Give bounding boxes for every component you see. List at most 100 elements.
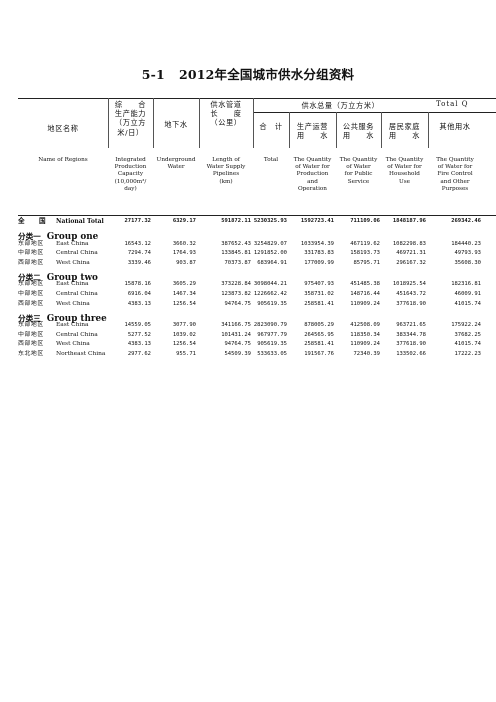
header-public-cn: 公共服务 用 水 [336,122,381,140]
cell-public: 158193.73 [350,250,380,257]
table-row: 西部地区 West China 4383.13 1256.54 94764.75 9056… [18,300,496,310]
header-total-supply-cn: 供水总量（万立方米） [301,101,380,110]
group-label-cn: 分类二 [18,272,41,282]
header-line: Fire Control [437,171,473,178]
cell-production: 878005.29 [304,322,334,329]
cell-other: 182316.81 [451,281,481,288]
header-region-cn: 地区名称 [47,124,79,133]
cell-capacity: 4383.13 [127,300,151,307]
table-row: 东部地区 East China 15878.16 3605.29 373228.84 30… [18,280,496,290]
table-number: 5-1 [141,67,165,82]
group-heading: 分类三 Group three [18,310,107,324]
cell-pipe-length: 133845.81 [221,250,251,257]
header-region-en: Name of Regions [38,157,88,163]
header-line: and [307,178,318,185]
cell-total: 3254829.07 [253,240,287,247]
row-region-en: Central China [56,250,98,257]
cell-capacity: 3339.46 [127,259,151,266]
header-line: 米/日） [117,127,144,137]
header-line: 生产运营 [296,122,329,131]
header-line: Pipelines [212,171,240,178]
col-divider [199,98,200,148]
header-capacity-en: Integrated Production Capacity (10,000m³… [108,157,153,193]
header-pipe-en: Length of Water Supply Pipelines (km) [199,157,253,186]
row-region-cn: 西部地区 [18,300,44,307]
cell-underground: 6329.17 [172,218,196,224]
cell-capacity: 7294.74 [127,250,151,257]
header-public-en: The Quantity of Water for Public Service [336,157,381,186]
row-region-en: West China [56,300,90,307]
cell-production: 358731.02 [304,290,334,297]
header-line: day) [124,185,137,192]
header-underground-en: Underground Water [153,157,199,171]
cell-public: 85795.71 [353,259,381,266]
table-row: 东北地区 Northeast China 2977.62 955.71 54509.39… [18,350,496,360]
row-region-cn: 东部地区 [18,281,44,288]
row-region-cn: 全 国 [18,217,46,225]
cell-production: 975407.93 [304,281,334,288]
header-pipe-cn: 供水管道 长 度 （公里） [199,100,253,128]
table-row: 东部地区 East China 14559.05 3077.90 341166.75 28… [18,321,496,331]
group-label-en: Group one [46,232,99,242]
header-total-supply-en: Total Q [436,100,469,108]
cell-other: 46009.91 [454,290,482,297]
header-line: 生产能力 [114,109,147,119]
cell-household: 451643.72 [396,290,426,297]
cell-household: 1018925.54 [392,281,426,288]
header-line: Water [167,164,185,171]
row-region-cn: 中部地区 [18,331,44,338]
cell-capacity: 14559.05 [124,322,152,329]
table-row: 中部地区 Central China 5277.52 1039.02 101431.24… [18,331,496,341]
row-region-en: East China [56,281,89,288]
group-heading: 分类一 Group one [18,228,99,242]
cell-underground: 1467.34 [172,290,196,297]
cell-household: 963721.65 [396,322,426,329]
cell-public: 451485.38 [350,281,380,288]
header-line: 公共服务 [342,122,375,131]
cell-pipe-length: 94764.75 [224,300,252,307]
header-production-en: The Quantity of Water for Production and… [289,157,336,193]
header-total-en: Total [263,157,279,163]
header-line: The Quantity [385,157,424,163]
header-household-cn: 居民家庭 用 水 [381,122,428,140]
cell-total: 533633.05 [257,350,287,357]
cell-household: 377618.90 [396,300,426,307]
cell-underground: 3077.90 [172,322,196,329]
header-line: 用 水 [296,131,329,141]
cell-public: 467119.62 [350,240,380,247]
cell-underground: 1039.02 [172,331,196,338]
cell-total: 905619.35 [257,341,287,348]
header-line: for Public [344,171,373,178]
header-line: of Water for [387,164,422,171]
cell-other: 184440.23 [451,240,481,247]
row-region-cn: 东部地区 [18,240,44,247]
col-divider [108,98,109,148]
header-production-cn: 生产运营 用 水 [289,122,336,140]
cell-public: 118350.34 [350,331,380,338]
header-line: 供水管道 [210,100,242,109]
group-label-en: Group three [46,313,107,324]
header-line: 综 合 [114,100,147,109]
group-label-cn: 分类一 [18,232,41,241]
header-line: Integrated [115,157,146,163]
cell-capacity: 4383.13 [127,341,151,348]
cell-household: 469721.31 [396,250,426,257]
col-divider [289,112,290,148]
header-line: Water Supply [206,164,246,171]
cell-public: 148716.44 [350,290,380,297]
cell-household: 1848187.96 [392,218,426,224]
cell-pipe-length: 591872.11 [221,218,251,224]
cell-other: 41015.74 [454,300,482,307]
cell-public: 110909.24 [350,341,380,348]
cell-pipe-length: 94764.75 [224,341,252,348]
cell-production: 258581.41 [304,341,334,348]
cell-capacity: 27177.32 [124,218,152,224]
header-line: The Quantity [436,157,474,163]
table-row: 东部地区 East China 16543.12 3660.32 387652.43 32… [18,240,496,250]
header-line: Production [114,164,147,171]
cell-total: 3098044.21 [253,281,287,288]
table-row: 西部地区 West China 3339.46 903.87 70373.87 68396… [18,259,496,269]
cell-public: 412508.09 [350,322,380,329]
cell-underground: 3605.29 [172,281,196,288]
cell-other: 17222.23 [454,350,482,357]
